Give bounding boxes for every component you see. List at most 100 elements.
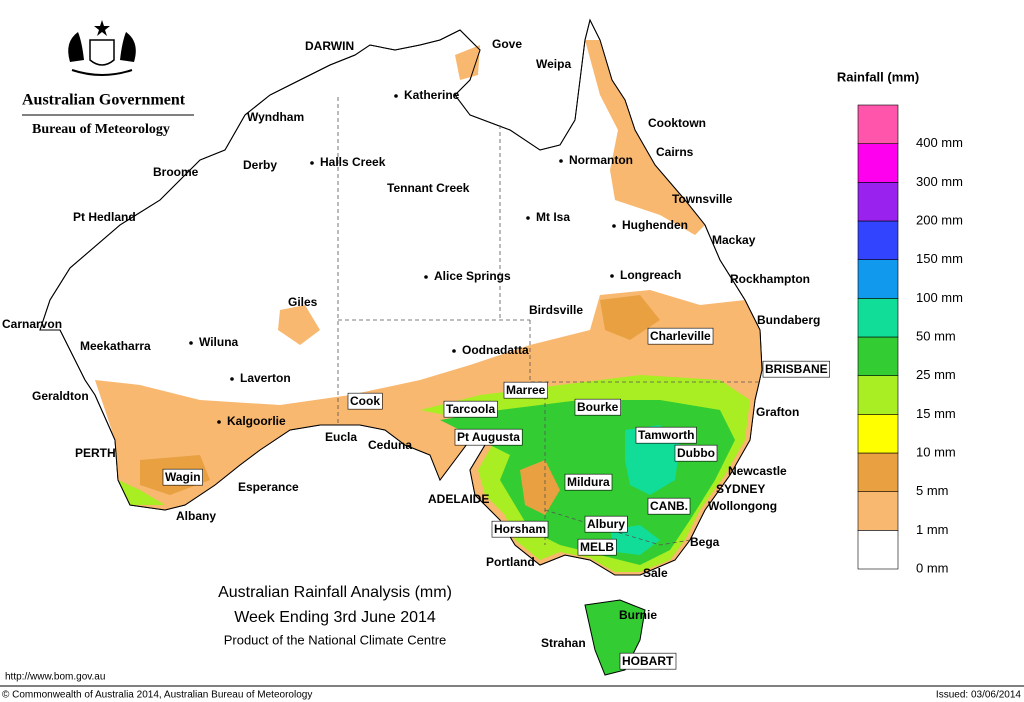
label-box [347,392,383,410]
legend-swatch [857,298,899,338]
label-box [647,497,691,515]
label-box [584,515,628,533]
label-box [674,444,718,462]
label-box [443,400,498,418]
place-label: Wyndham [247,110,304,124]
place-dot [230,377,234,381]
map-credit: Product of the National Climate Centre [224,632,447,647]
place-label: Normanton [569,153,633,167]
map-subtitle: Week Ending 3rd June 2014 [234,609,436,626]
place-dot [559,159,563,163]
legend-swatch [857,414,899,454]
place-label: BRISBANE [765,362,828,376]
label-box [491,520,549,538]
place-label: Tennant Creek [387,181,470,195]
place-label: Strahan [541,636,586,650]
place-label: Esperance [238,480,299,494]
place-label: Wagin [165,470,201,484]
place-dot [217,420,221,424]
legend-swatch [857,220,899,260]
place-label: Mildura [567,475,610,489]
rain-15mm-area [118,480,165,505]
place-label: Rockhampton [730,272,810,286]
place-label: Geraldton [32,389,89,403]
legend-label: 200 mm [916,212,963,227]
place-label: Derby [243,158,277,172]
place-label: Pt Augusta [457,430,520,444]
place-label: Cooktown [648,116,706,130]
label-box [762,360,830,378]
place-label: Burnie [619,608,657,622]
place-label: Sale [643,566,668,580]
coat-of-arms [68,20,136,76]
place-label: Alice Springs [434,269,511,283]
place-label: PERTH [75,446,116,460]
legend-title: Rainfall (mm) [837,69,919,84]
place-label: Hughenden [622,218,688,232]
place-label: Weipa [536,57,571,71]
place-label: Meekatharra [80,339,151,353]
place-label: Halls Creek [320,155,386,169]
place-label: Marree [506,383,546,397]
place-label: Bega [690,535,720,549]
copyright: © Commonwealth of Australia 2014, Austra… [2,690,312,701]
legend: 0 mm 1 mm 5 mm 10 mm 15 mm 25 mm 50 mm 100 mm 15… [857,104,963,575]
label-box [454,428,523,446]
place-label: Pt Hedland [73,210,136,224]
label-box [503,381,548,399]
place-label: MELB [580,540,614,554]
legend-label: 50 mm [916,328,956,343]
place-dot [612,224,616,228]
legend-swatch [857,491,899,531]
place-label: Cairns [656,145,694,159]
place-dot [189,341,193,345]
legend-label: 25 mm [916,367,956,382]
legend-swatch [857,452,899,492]
place-label: Horsham [494,522,546,536]
place-label: Carnarvon [2,317,62,331]
org-subtitle: Bureau of Meteorology [32,122,170,137]
place-label: Oodnadatta [462,343,529,357]
legend-swatch [857,336,899,376]
place-label: Dubbo [677,446,715,460]
legend-swatch [857,182,899,222]
place-label: Townsville [672,192,733,206]
place-dot [394,94,398,98]
place-label: Wiluna [199,335,239,349]
org-title: Australian Government [22,92,186,109]
place-label: Ceduna [368,438,412,452]
mainland-outline [39,18,763,576]
rain-50mm-area [610,425,680,555]
place-dot [452,349,456,353]
place-label: Albany [176,509,216,523]
place-label: Grafton [756,405,799,419]
place-label: Tarcoola [446,402,495,416]
legend-swatch [857,143,899,183]
place-label: ADELAIDE [428,492,489,506]
place-label: Eucla [325,430,357,444]
place-label: Portland [486,555,535,569]
label-box [619,652,677,670]
label-box [162,468,203,486]
legend-label: 100 mm [916,290,963,305]
place-label: Bundaberg [757,313,820,327]
legend-label: 5 mm [916,483,949,498]
place-dot [310,161,314,165]
place-label: Broome [153,165,199,179]
place-label: Kalgoorlie [227,414,286,428]
map-title: Australian Rainfall Analysis (mm) [218,584,452,601]
place-label: Bourke [577,400,619,414]
legend-swatch [857,375,899,415]
place-dot [610,274,614,278]
place-label: Laverton [240,371,291,385]
place-label: CANB. [650,499,688,513]
place-label: Birdsville [529,303,583,317]
legend-label: 300 mm [916,174,963,189]
rain-1mm-area [278,40,705,345]
label-box [647,327,714,345]
place-dot [526,216,530,220]
legend-swatch [857,259,899,299]
legend-swatch [857,530,899,570]
place-labels: DARWIN Gove Weipa Katherine Wyndham Cooktown D… [2,37,830,670]
legend-swatch [857,104,899,144]
